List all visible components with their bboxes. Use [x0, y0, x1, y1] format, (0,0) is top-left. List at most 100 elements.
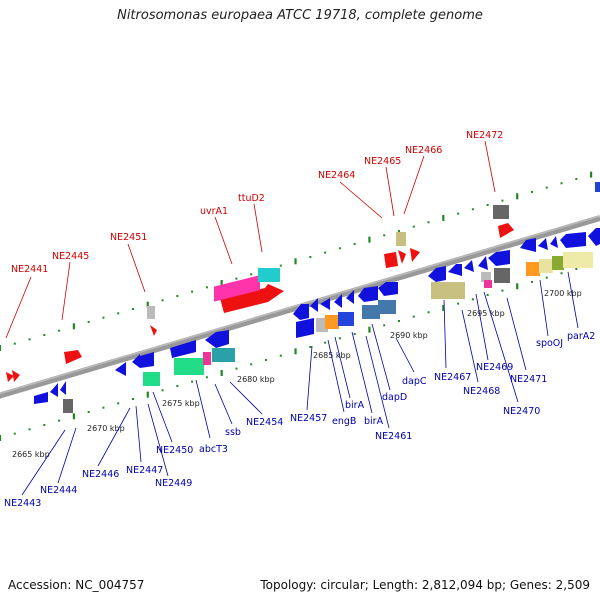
gene-arrow-reverse [378, 282, 398, 296]
gene-arrow-reverse [296, 318, 314, 338]
gene-label: NE2450 [156, 445, 193, 456]
gene-block-steelblue [378, 300, 396, 314]
ruler-tick-label: 2690 kbp [390, 331, 428, 340]
ruler-tick-label: 2675 kbp [162, 399, 200, 408]
gene-label: dapC [402, 376, 427, 387]
gene-label: NE2467 [434, 372, 471, 383]
gene-block-orange [325, 315, 339, 329]
gene-arrow-forward [398, 250, 406, 264]
gene-arrow-reverse [115, 362, 126, 376]
gene-block-green [174, 358, 204, 375]
gene-label: NE2466 [405, 145, 442, 156]
ruler-tick-label: 2695 kbp [467, 309, 505, 318]
gene-block-darkgrey [493, 205, 509, 219]
gene-arrow-reverse [520, 238, 536, 252]
gene-label: ttuD2 [238, 193, 265, 204]
gene-block-khaki [396, 232, 406, 246]
gene-arrow-reverse [50, 383, 58, 397]
gene-block-khaki [539, 259, 553, 273]
gene-arrow-forward [64, 350, 82, 364]
gene-label: abcT3 [199, 444, 228, 455]
gene-block-cyan [258, 268, 280, 282]
gene-arrow-reverse [538, 238, 548, 250]
gene-arrow-reverse [358, 286, 378, 302]
gene-arrow-forward [6, 372, 14, 382]
gene-label: NE2446 [82, 469, 119, 480]
gene-label: NE2471 [510, 374, 547, 385]
gene-arrow-forward [384, 252, 398, 268]
gene-label: NE2469 [476, 362, 513, 373]
gene-label: NE2447 [126, 465, 163, 476]
gene-label: birA [364, 416, 384, 427]
gene-block-darkgrey [494, 268, 510, 283]
gene-arrow-reverse [488, 250, 510, 266]
map-title: Nitrosomonas europaea ATCC 19718, comple… [117, 8, 483, 23]
gene-block-teal [212, 348, 235, 362]
gene-arrow-reverse [170, 340, 196, 358]
gene-block-orange [526, 262, 540, 276]
gene-arrow-reverse [205, 330, 229, 348]
gene-arrow-reverse [34, 392, 48, 404]
gene-arrow-reverse [346, 290, 354, 304]
gene-block-olive [552, 256, 564, 270]
gene-block-grey [147, 306, 155, 319]
forward-genes [6, 182, 600, 382]
gene-label: NE2449 [155, 478, 192, 489]
gene-label: NE2444 [40, 485, 77, 496]
gene-label: dapD [382, 392, 407, 403]
gene-arrow-forward [220, 284, 284, 313]
gene-label: ssb [225, 427, 241, 438]
gene-arrow-reverse [478, 256, 488, 270]
gene-label: NE2441 [11, 264, 48, 275]
gene-label: NE2451 [110, 232, 147, 243]
gene-label: NE2443 [4, 498, 41, 509]
gene-label: uvrA1 [200, 206, 228, 217]
gene-arrow-reverse [334, 294, 342, 308]
gene-block-grey [481, 272, 491, 282]
gene-arrow-reverse [132, 354, 140, 368]
reverse-gene-labels: NE2443 NE2444 NE2446 NE2447 NE2449 NE245… [4, 271, 595, 509]
gene-block-green [143, 372, 160, 386]
gene-label: parA2 [567, 331, 595, 342]
gene-block-khaki [563, 252, 593, 268]
gene-label: NE2464 [318, 170, 355, 181]
topology-label: Topology: circular; Length: 2,812,094 bp… [260, 578, 590, 592]
gene-arrow-reverse [293, 304, 309, 320]
gene-arrow-forward [410, 248, 420, 262]
gene-block-blue [338, 312, 354, 326]
gene-arrow-reverse [60, 381, 66, 395]
reverse-genes [34, 228, 600, 413]
gene-block-khaki [431, 282, 465, 299]
gene-arrow-reverse [560, 232, 586, 248]
gene-label: NE2468 [463, 386, 500, 397]
gene-label: NE2445 [52, 251, 89, 262]
gene-block-magenta [484, 280, 492, 288]
gene-arrow-reverse [588, 228, 600, 246]
gene-label: NE2454 [246, 417, 283, 428]
gene-label: engB [332, 416, 356, 427]
gene-arrow-forward [150, 325, 157, 336]
gene-block-magenta [214, 275, 260, 302]
gene-arrow-reverse [320, 298, 330, 310]
gene-label: NE2470 [503, 406, 540, 417]
gene-label: birA [345, 400, 365, 411]
accession-label: Accession: NC_004757 [8, 578, 145, 592]
genome-backbone [0, 215, 600, 399]
gene-block-blue-edge [595, 182, 600, 192]
ruler-tick-label: 2665 kbp [12, 450, 50, 459]
gene-arrow-forward [12, 370, 20, 382]
gene-block-darkgrey [63, 399, 73, 413]
ruler-tick-label: 2680 kbp [237, 375, 275, 384]
gene-label: NE2457 [290, 413, 327, 424]
gene-label: NE2465 [364, 156, 401, 167]
gene-arrow-forward [498, 223, 514, 238]
gene-block-steelblue [362, 305, 380, 319]
gene-arrow-reverse [448, 264, 462, 276]
forward-gene-labels: NE2441 NE2445 NE2451 uvrA1 ttuD2 NE2464 … [5, 130, 503, 339]
gene-label: NE2472 [466, 130, 503, 141]
gene-arrow-reverse [428, 266, 446, 282]
gene-arrow-reverse [464, 260, 474, 272]
gene-label: spoOJ [536, 338, 563, 349]
ruler-tick-label: 2670 kbp [87, 424, 125, 433]
